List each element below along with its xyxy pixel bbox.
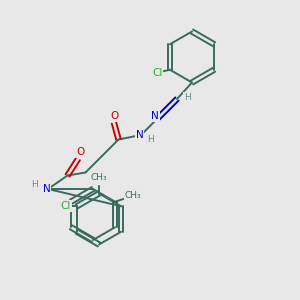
Text: N: N xyxy=(151,111,159,121)
Text: Cl: Cl xyxy=(152,68,163,78)
Text: H: H xyxy=(184,93,191,102)
Text: O: O xyxy=(76,147,85,158)
Text: H: H xyxy=(147,135,154,144)
Text: N: N xyxy=(136,130,143,140)
Text: Cl: Cl xyxy=(60,201,71,211)
Text: CH₃: CH₃ xyxy=(91,172,107,182)
Text: CH₃: CH₃ xyxy=(125,191,141,200)
Text: H: H xyxy=(31,180,38,189)
Text: O: O xyxy=(110,111,118,122)
Text: N: N xyxy=(43,184,50,194)
